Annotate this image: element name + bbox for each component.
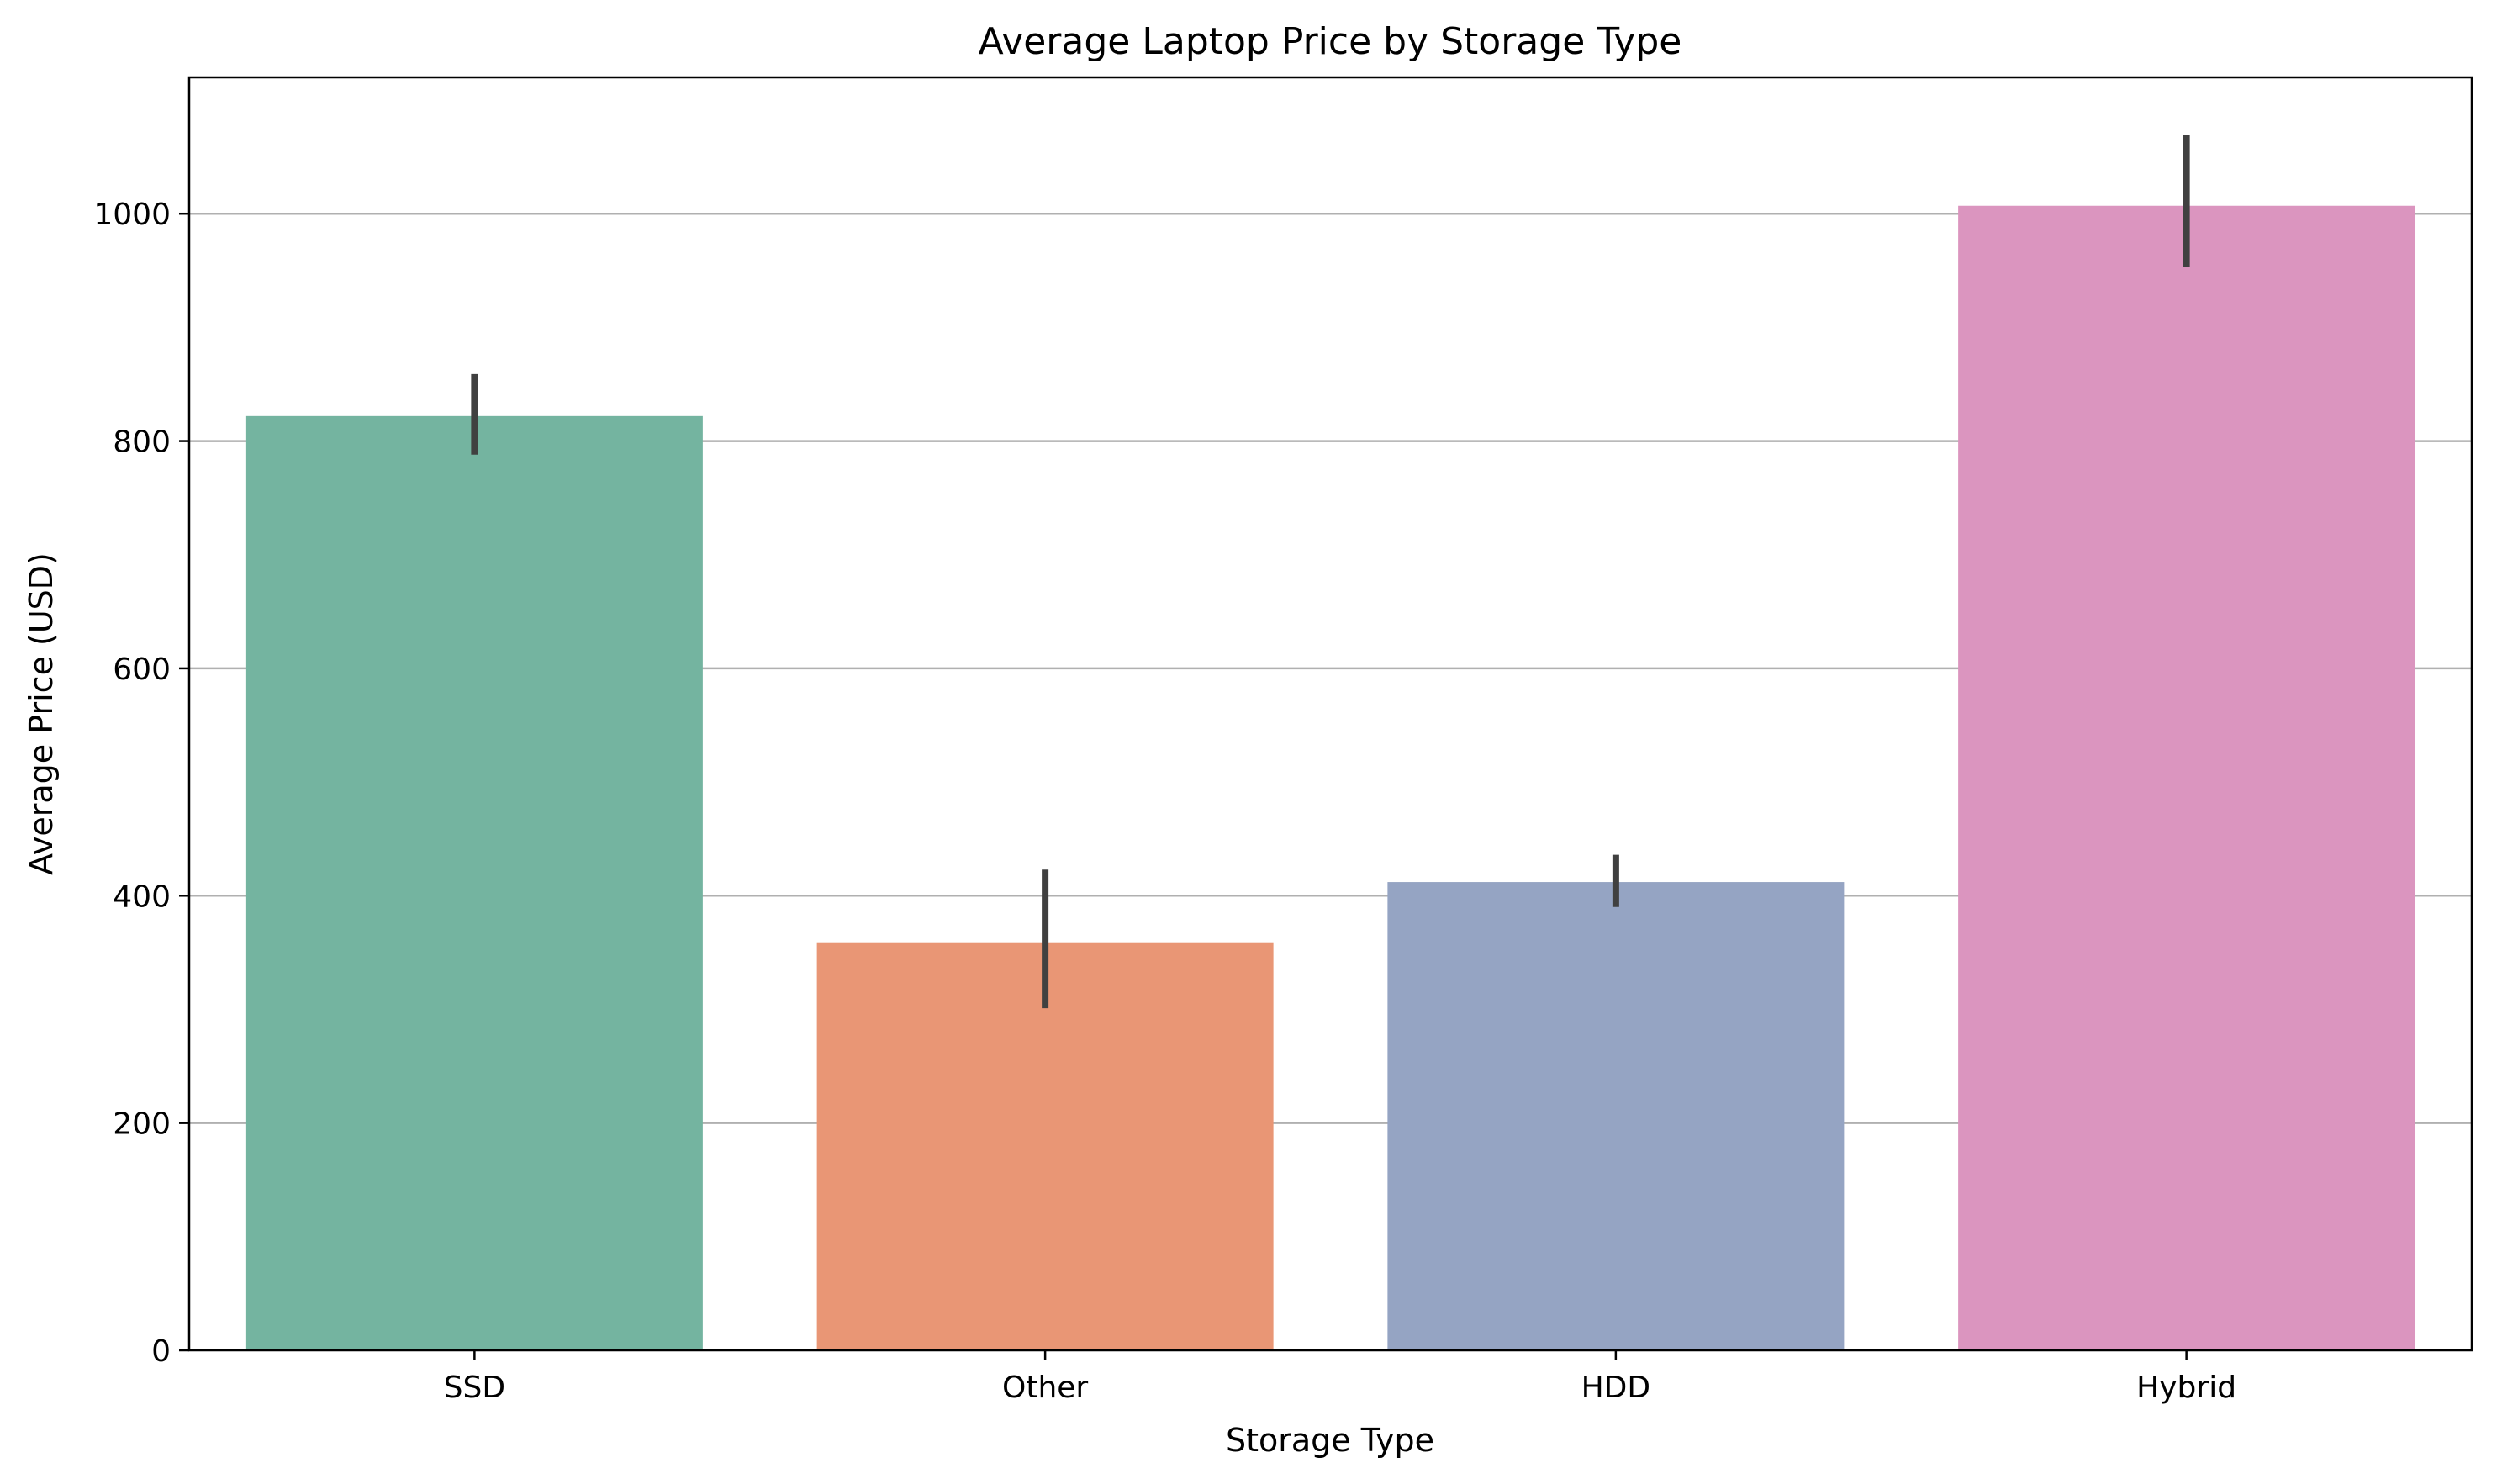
x-tick-label: SSD xyxy=(444,1370,505,1405)
y-tick-label: 600 xyxy=(113,652,171,687)
y-axis-label: Average Price (USD) xyxy=(23,552,60,875)
bar-hdd xyxy=(1387,882,1845,1350)
chart-title: Average Laptop Price by Storage Type xyxy=(979,20,1682,63)
y-tick-label: 0 xyxy=(151,1334,171,1369)
bar-ssd xyxy=(245,415,703,1350)
x-axis-label: Storage Type xyxy=(1226,1422,1434,1459)
bars xyxy=(245,205,2415,1350)
x-axis-ticks: SSD Other HDD Hybrid xyxy=(444,1350,2236,1405)
plot-frame xyxy=(187,76,2473,1352)
bar-other xyxy=(816,942,1274,1350)
error-bars xyxy=(471,135,2190,1009)
x-tick-label: Hybrid xyxy=(2136,1370,2236,1405)
x-tick-label: Other xyxy=(1002,1370,1088,1405)
x-tick-label: HDD xyxy=(1581,1370,1651,1405)
y-tick-label: 800 xyxy=(113,425,171,460)
y-tick-label: 1000 xyxy=(93,198,171,232)
y-tick-label: 400 xyxy=(113,879,171,914)
bar-hybrid xyxy=(1958,205,2415,1350)
y-tick-label: 200 xyxy=(113,1107,171,1142)
y-axis-ticks: 0 200 400 600 800 1000 xyxy=(93,198,189,1369)
